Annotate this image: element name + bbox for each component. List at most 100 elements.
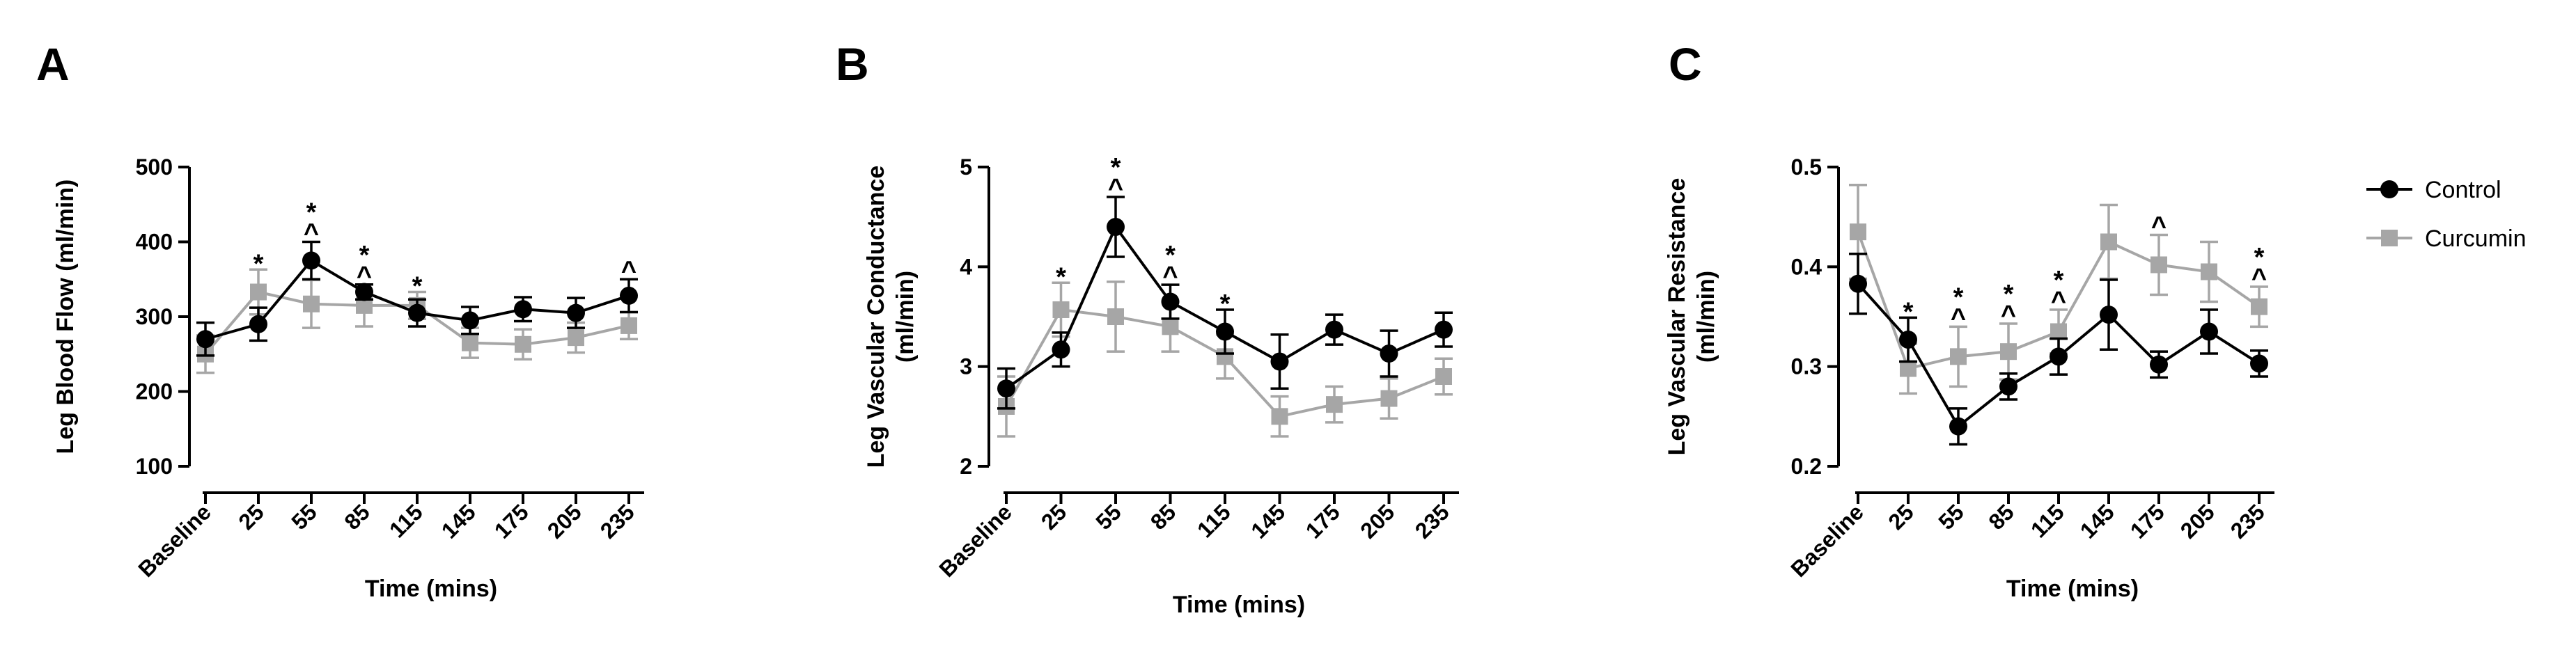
significance-caret: ^ [1951, 303, 1966, 333]
data-point-curcumin [250, 283, 267, 301]
x-tick-label: 115 [2026, 499, 2069, 542]
y-tick-label: 0.4 [1791, 254, 1822, 279]
panel-letter: C [1669, 38, 1702, 90]
data-point-curcumin [1326, 396, 1343, 413]
data-point-curcumin [568, 329, 584, 347]
data-point-curcumin [515, 335, 531, 353]
data-point-control [1849, 274, 1867, 293]
significance-star: * [2004, 280, 2014, 309]
x-tick-label: 235 [1410, 499, 1454, 543]
x-axis-title: Time (mins) [2006, 576, 2139, 602]
x-tick-label: 55 [286, 499, 322, 535]
x-tick-label: 175 [1301, 499, 1345, 543]
legend-curcumin-marker [2381, 230, 2398, 246]
x-tick-label: 85 [1146, 499, 1181, 535]
data-point-curcumin [462, 334, 478, 351]
y-axis-title: Leg Vascular Resistance [1664, 178, 1690, 456]
data-point-control [196, 330, 214, 349]
significance-star: * [306, 198, 317, 228]
data-point-control [2200, 322, 2218, 341]
y-tick-label: 2 [960, 454, 972, 479]
series-control [196, 240, 638, 357]
data-point-curcumin [1900, 360, 1917, 377]
y-axis-title: Leg Blood Flow (ml/min) [52, 180, 79, 454]
data-point-curcumin [1271, 408, 1288, 425]
y-tick-label: 0.2 [1791, 454, 1822, 479]
data-point-control [620, 286, 638, 305]
x-tick-label: 85 [1983, 499, 2019, 535]
data-point-curcumin [1435, 368, 1452, 385]
significance-star: * [1165, 241, 1176, 270]
y-tick-label: 5 [960, 155, 972, 180]
x-tick-label: 205 [2176, 499, 2219, 543]
x-tick-label: 175 [2125, 499, 2169, 543]
significance-star: * [1953, 283, 1964, 312]
legend: Control Curcumin [2366, 177, 2526, 252]
x-axis-title: Time (mins) [1173, 592, 1305, 618]
data-point-control [2250, 354, 2268, 373]
y-axis-title: (ml/min) [892, 271, 919, 363]
x-tick-label: 145 [2075, 499, 2119, 543]
x-tick-label: 205 [542, 499, 586, 543]
y-tick-label: 0.3 [1791, 354, 1822, 379]
data-point-control [1380, 345, 1398, 363]
panel-a-blood-flow-chart: A 100 200 300 400 500 Leg Blood Flow (ml/min) B… [36, 38, 644, 602]
data-point-curcumin [1107, 308, 1124, 325]
data-point-control [1435, 320, 1453, 339]
significance-star: * [1220, 290, 1231, 319]
significance-caret: ^ [2001, 301, 2016, 330]
x-tick-label: 145 [437, 499, 481, 543]
x-tick-label: Baseline [934, 499, 1017, 582]
data-point-control [408, 303, 426, 322]
data-point-curcumin [2201, 263, 2217, 280]
significance-star: * [2254, 243, 2265, 272]
data-point-control [567, 303, 585, 322]
x-tick-label: 175 [490, 499, 533, 543]
data-point-control [1949, 417, 1967, 436]
data-point-curcumin [303, 295, 320, 312]
data-point-curcumin [1052, 301, 1070, 318]
data-point-control [302, 251, 320, 270]
data-point-curcumin [2050, 323, 2067, 340]
data-point-curcumin [2150, 256, 2167, 274]
panel-c-vascular-resistance-chart: C 0.2 0.3 0.4 0.5 Leg Vascular Resistance (ml/… [1664, 38, 2274, 602]
x-tick-label: 115 [384, 499, 428, 542]
significance-star: * [2054, 266, 2064, 295]
y-tick-label: 500 [136, 155, 173, 180]
x-tick-label: Baseline [133, 499, 216, 582]
y-tick-label: 4 [960, 254, 972, 279]
y-tick-label: 200 [136, 379, 173, 404]
data-point-control [2050, 347, 2068, 366]
x-tick-label: 145 [1246, 499, 1290, 543]
data-point-control [1899, 330, 1917, 349]
x-tick-label: 25 [1883, 499, 1919, 535]
data-point-curcumin [1850, 223, 1866, 241]
x-tick-label: 235 [2226, 499, 2270, 543]
y-tick-label: 400 [136, 230, 173, 255]
significance-caret: ^ [357, 262, 372, 291]
x-tick-label: 25 [1036, 499, 1072, 535]
significance-star: * [412, 272, 423, 301]
legend-curcumin-label: Curcumin [2425, 225, 2526, 252]
y-tick-label: 100 [136, 454, 173, 479]
significance-caret: ^ [1162, 262, 1178, 291]
data-point-control [1107, 218, 1125, 236]
panel-letter: A [36, 38, 70, 90]
x-tick-label: 205 [1355, 499, 1399, 543]
x-axis-title: Time (mins) [365, 576, 497, 602]
data-point-control [1325, 320, 1343, 339]
significance-star: * [359, 241, 370, 270]
significance-caret: ^ [621, 256, 637, 285]
data-point-curcumin [2100, 233, 2117, 251]
series-control [997, 196, 1453, 410]
data-point-control [2100, 306, 2118, 324]
x-tick-label: 85 [339, 499, 375, 535]
y-axis-title: (ml/min) [1693, 271, 1719, 363]
data-point-control [1270, 352, 1289, 371]
significance-caret: ^ [1108, 174, 1123, 203]
significance-star: * [1111, 153, 1121, 182]
y-axis-title: Leg Vascular Conductance [863, 166, 889, 468]
data-point-control [1161, 292, 1180, 311]
significance-caret: ^ [2051, 287, 2066, 316]
